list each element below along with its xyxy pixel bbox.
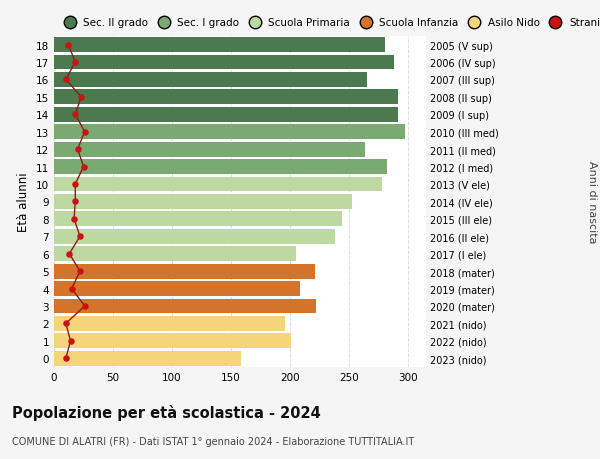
Legend: Sec. II grado, Sec. I grado, Scuola Primaria, Scuola Infanzia, Asilo Nido, Stran: Sec. II grado, Sec. I grado, Scuola Prim… <box>59 18 600 28</box>
Bar <box>54 72 426 89</box>
Bar <box>54 54 426 72</box>
Bar <box>54 123 426 141</box>
Bar <box>54 332 426 350</box>
Bar <box>54 351 241 366</box>
Point <box>75 233 85 241</box>
Bar <box>54 280 426 297</box>
Point <box>66 337 76 345</box>
Point <box>64 42 73 49</box>
Bar <box>54 350 426 367</box>
Bar <box>54 125 405 140</box>
Bar <box>54 141 426 158</box>
Bar <box>54 160 387 174</box>
Bar <box>54 228 426 246</box>
Point <box>67 285 77 292</box>
Bar <box>54 89 426 106</box>
Bar <box>54 193 426 211</box>
Bar <box>54 316 286 331</box>
Point <box>69 216 79 223</box>
Bar <box>54 176 426 193</box>
Point <box>75 268 85 275</box>
Text: Anni di nascita: Anni di nascita <box>587 161 597 243</box>
Point <box>70 198 80 206</box>
Bar <box>54 247 296 262</box>
Bar <box>54 315 426 332</box>
Bar <box>54 263 426 280</box>
Point <box>76 94 86 101</box>
Y-axis label: Età alunni: Età alunni <box>17 172 31 232</box>
Bar <box>54 264 315 279</box>
Point <box>70 181 80 188</box>
Point <box>61 320 71 327</box>
Bar <box>54 211 426 228</box>
Bar <box>54 334 292 348</box>
Point <box>61 355 71 362</box>
Bar <box>54 281 299 297</box>
Bar <box>54 230 335 244</box>
Bar <box>54 107 398 123</box>
Point <box>73 146 82 153</box>
Text: Popolazione per età scolastica - 2024: Popolazione per età scolastica - 2024 <box>12 404 321 420</box>
Point <box>80 302 89 310</box>
Point <box>79 163 88 171</box>
Bar <box>54 177 382 192</box>
Bar <box>54 246 426 263</box>
Bar <box>54 90 398 105</box>
Bar <box>54 158 426 176</box>
Bar <box>54 297 426 315</box>
Bar <box>54 142 365 157</box>
Bar <box>54 106 426 123</box>
Point <box>70 59 80 67</box>
Bar <box>54 195 352 209</box>
Point <box>65 251 74 258</box>
Bar <box>54 38 385 53</box>
Point <box>70 112 80 119</box>
Bar <box>54 37 426 54</box>
Bar <box>54 299 316 313</box>
Point <box>80 129 89 136</box>
Bar <box>54 73 367 88</box>
Point <box>61 77 71 84</box>
Bar <box>54 212 342 227</box>
Bar <box>54 56 394 70</box>
Text: COMUNE DI ALATRI (FR) - Dati ISTAT 1° gennaio 2024 - Elaborazione TUTTITALIA.IT: COMUNE DI ALATRI (FR) - Dati ISTAT 1° ge… <box>12 436 414 446</box>
